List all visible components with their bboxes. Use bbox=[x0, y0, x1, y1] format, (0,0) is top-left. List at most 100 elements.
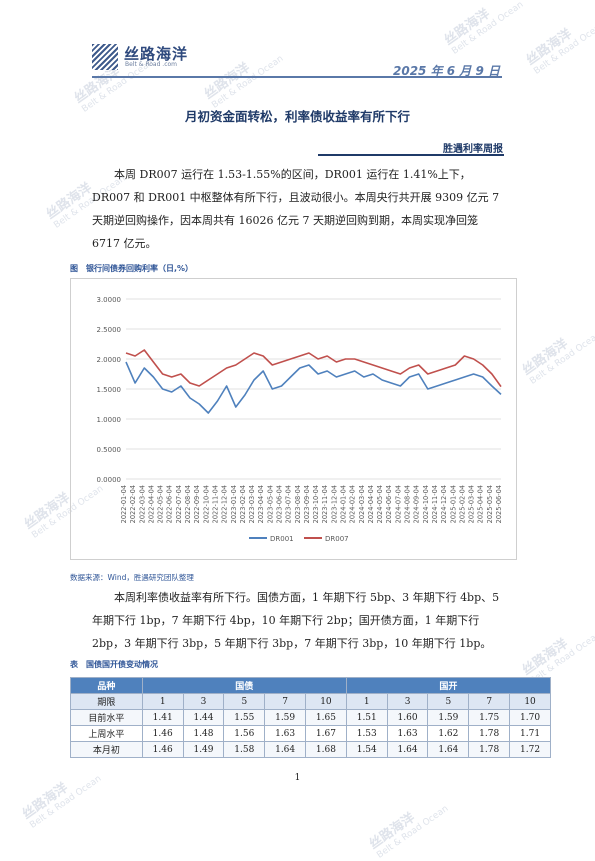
y-tick-label: 1.0000 bbox=[97, 416, 122, 424]
table-cell: 1.71 bbox=[509, 725, 551, 742]
y-tick-label: 1.5000 bbox=[97, 386, 122, 394]
term-header: 1 bbox=[141, 693, 184, 710]
table-cell: 1.51 bbox=[345, 709, 388, 726]
x-tick-label: 2024-10-04 bbox=[422, 485, 430, 523]
x-tick-label: 2023-12-04 bbox=[330, 485, 338, 523]
report-date: 2025 年 6 月 9 日 bbox=[393, 64, 500, 78]
table-cell: 1.55 bbox=[223, 709, 266, 726]
section-label: 胜遇利率周报 bbox=[443, 144, 503, 155]
x-tick-label: 2022-08-04 bbox=[184, 485, 192, 523]
term-header: 7 bbox=[264, 693, 307, 710]
x-tick-label: 2025-06-04 bbox=[495, 485, 503, 523]
table-cell: 1.44 bbox=[182, 709, 225, 726]
x-tick-label: 2022-02-04 bbox=[129, 485, 137, 523]
report-title: 月初资金面转松，利率债收益率有所下行 bbox=[184, 109, 410, 124]
table-row: 上周水平 1.46 1.48 1.56 1.63 1.67 1.53 1.63 1.62 1.78… bbox=[70, 725, 551, 742]
x-tick-label: 2024-07-04 bbox=[394, 485, 402, 523]
header-divider bbox=[92, 76, 502, 78]
table-cell: 1.64 bbox=[264, 741, 307, 758]
table-cell: 1.58 bbox=[223, 741, 266, 758]
section-divider bbox=[318, 154, 504, 156]
row-label: 目前水平 bbox=[70, 709, 143, 726]
table-caption: 表 国债国开债变动情况 bbox=[70, 660, 158, 669]
table-cell: 1.53 bbox=[345, 725, 388, 742]
table-cell: 1.54 bbox=[345, 741, 388, 758]
data-source: 数据来源：Wind，胜遇研究团队整理 bbox=[70, 573, 194, 582]
x-tick-label: 2025-05-04 bbox=[486, 485, 494, 523]
x-tick-label: 2022-09-04 bbox=[193, 485, 201, 523]
table-cell: 1.59 bbox=[427, 709, 470, 726]
row-label: 上周水平 bbox=[70, 725, 143, 742]
x-tick-label: 2023-05-04 bbox=[266, 485, 274, 523]
table-cell: 1.72 bbox=[509, 741, 551, 758]
table-row: 目前水平 1.41 1.44 1.55 1.59 1.65 1.51 1.60 1.59 1.75… bbox=[70, 709, 551, 726]
header-term: 期限 bbox=[70, 693, 143, 710]
x-tick-label: 2023-07-04 bbox=[285, 485, 293, 523]
page-number: 1 bbox=[294, 773, 301, 783]
legend-label: DR001 bbox=[270, 535, 294, 543]
table-cell: 1.56 bbox=[223, 725, 266, 742]
x-tick-label: 2022-06-04 bbox=[166, 485, 174, 523]
x-tick-label: 2023-11-04 bbox=[321, 485, 329, 523]
figure-caption: 图 银行间债券回购利率（日,%） bbox=[70, 264, 194, 273]
x-tick-label: 2023-08-04 bbox=[294, 485, 302, 523]
term-header: 5 bbox=[223, 693, 266, 710]
x-tick-label: 2024-12-04 bbox=[440, 485, 448, 523]
term-header: 3 bbox=[386, 693, 429, 710]
x-tick-label: 2024-09-04 bbox=[413, 485, 421, 523]
term-header: 10 bbox=[509, 693, 551, 710]
term-header: 7 bbox=[468, 693, 511, 710]
term-header: 3 bbox=[182, 693, 225, 710]
table-cell: 1.63 bbox=[386, 725, 429, 742]
x-tick-label: 2023-09-04 bbox=[303, 485, 311, 523]
x-tick-label: 2023-10-04 bbox=[312, 485, 320, 523]
repo-rate-chart: 3.0000 2.5000 2.0000 1.5000 1.0000 0.5000 0.00… bbox=[70, 278, 517, 560]
x-tick-label: 2025-03-04 bbox=[468, 485, 476, 523]
header-variety: 品种 bbox=[70, 677, 143, 694]
row-label: 本月初 bbox=[70, 741, 143, 758]
x-tick-label: 2023-02-04 bbox=[239, 485, 247, 523]
term-header: 10 bbox=[305, 693, 347, 710]
table-cell: 1.64 bbox=[427, 741, 470, 758]
legend-label: DR007 bbox=[325, 535, 349, 543]
x-tick-label: 2024-03-04 bbox=[358, 485, 366, 523]
logo-title: 丝路海洋 bbox=[124, 45, 189, 63]
y-tick-label: 0.5000 bbox=[97, 446, 122, 454]
table-row: 本月初 1.46 1.49 1.58 1.64 1.68 1.54 1.64 1.64 1.78 1… bbox=[70, 741, 551, 758]
x-tick-label: 2024-01-04 bbox=[340, 485, 348, 523]
table-cell: 1.48 bbox=[182, 725, 225, 742]
series-line-dr007 bbox=[125, 349, 502, 388]
table-cell: 1.65 bbox=[305, 709, 347, 726]
x-tick-label: 2022-03-04 bbox=[138, 485, 146, 523]
x-tick-label: 2024-06-04 bbox=[385, 485, 393, 523]
table-cell: 1.41 bbox=[141, 709, 184, 726]
x-tick-label: 2022-12-04 bbox=[221, 485, 229, 523]
brand-logo: 丝路海洋 Belt & Road .com bbox=[92, 44, 202, 74]
series-line-dr001 bbox=[125, 361, 502, 414]
x-tick-label: 2022-07-04 bbox=[175, 485, 183, 523]
report-page: 丝路海洋 Belt & Road Ocean 丝路海洋 Belt & Road Oc… bbox=[19, 0, 595, 861]
term-header: 5 bbox=[427, 693, 470, 710]
table-cell: 1.68 bbox=[305, 741, 347, 758]
logo-mark-icon bbox=[92, 44, 118, 70]
x-tick-label: 2025-01-04 bbox=[449, 485, 457, 523]
x-tick-label: 2023-06-04 bbox=[275, 485, 283, 523]
table-cell: 1.78 bbox=[468, 741, 511, 758]
x-tick-label: 2024-08-04 bbox=[404, 485, 412, 523]
x-tick-label: 2023-03-04 bbox=[248, 485, 256, 523]
x-tick-label: 2024-05-04 bbox=[376, 485, 384, 523]
table-cell: 1.59 bbox=[264, 709, 307, 726]
y-tick-label: 2.0000 bbox=[97, 356, 122, 364]
table-cell: 1.49 bbox=[182, 741, 225, 758]
header-treasury: 国债 bbox=[141, 677, 347, 694]
x-tick-label: 2024-11-04 bbox=[431, 485, 439, 523]
table-cell: 1.60 bbox=[386, 709, 429, 726]
x-tick-label: 2022-04-04 bbox=[147, 485, 155, 523]
repo-rate-chart-svg: 3.0000 2.5000 2.0000 1.5000 1.0000 0.5000 0.00… bbox=[97, 296, 504, 543]
header-cdb: 国开 bbox=[345, 677, 552, 694]
x-tick-label: 2025-02-04 bbox=[458, 485, 466, 523]
